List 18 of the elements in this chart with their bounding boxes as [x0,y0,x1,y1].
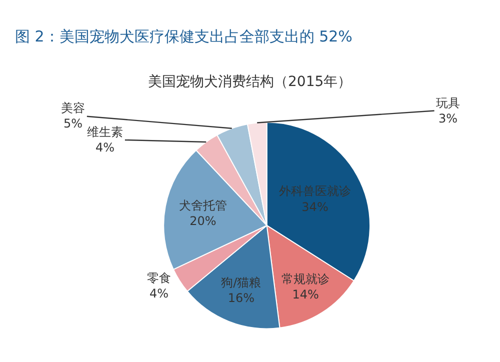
data-label: 5% [63,116,83,131]
data-label: 14% [292,287,319,302]
slice-label: 常规就诊 [282,272,330,286]
slice-label: 玩具 [436,96,460,110]
slice-label: 犬舍托管 [178,198,227,212]
slice-label: 美容 [61,101,85,115]
slice-label: 维生素 [87,125,123,139]
slice-label: 狗/猫粮 [221,275,262,290]
data-label: 34% [302,200,328,214]
slice-label: 零食 [147,271,171,285]
data-label: 4% [149,286,169,301]
data-label: 20% [190,214,216,228]
slice-label: 外科兽医就诊 [279,184,351,198]
data-label: 16% [228,291,254,306]
chart-title: 图 2：美国宠物犬医疗保健支出占全部支出的 52% [15,27,352,46]
chart-subtitle: 美国宠物犬消费结构（2015年） [148,74,352,90]
data-label: 3% [438,112,458,126]
data-label: 4% [95,140,115,155]
